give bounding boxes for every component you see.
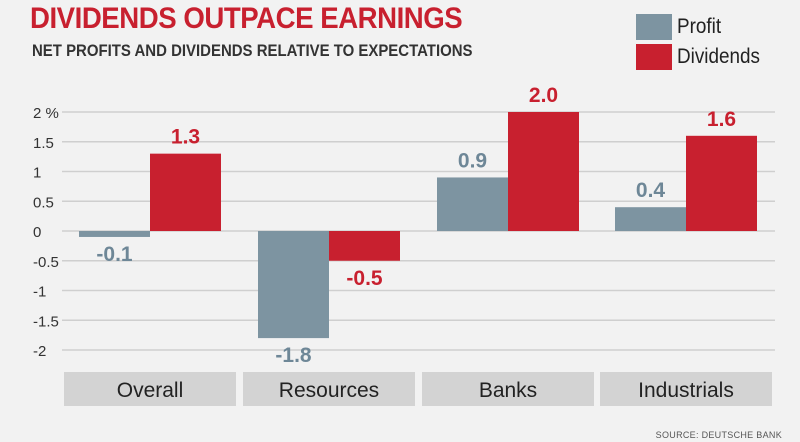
legend-item-profit: Profit — [636, 14, 769, 40]
x-category-label: Resources — [279, 379, 379, 402]
bar-profit — [258, 231, 329, 339]
y-tick-label: -2 — [33, 343, 46, 360]
y-tick-label: 2 % — [33, 105, 59, 122]
legend-label-dividends: Dividends — [677, 45, 760, 68]
category-band — [64, 372, 236, 406]
bar-profit — [615, 207, 686, 231]
y-tick-label: -1 — [33, 284, 46, 301]
data-label-dividends: 2.0 — [529, 84, 558, 107]
legend-swatch-dividends — [636, 44, 672, 70]
x-category-label: Banks — [479, 379, 537, 402]
y-tick-label: 1 — [33, 165, 41, 182]
legend-label-profit: Profit — [677, 15, 722, 38]
bar-dividends — [686, 135, 757, 231]
x-category-label: Overall — [117, 379, 184, 402]
data-label-profit: 0.4 — [636, 179, 666, 202]
category-band — [243, 372, 415, 406]
data-label-profit: 0.9 — [458, 149, 487, 172]
data-label-dividends: 1.3 — [171, 126, 200, 149]
bar-dividends — [508, 112, 579, 231]
y-tick-label: 0.5 — [33, 194, 54, 211]
data-label-profit: -1.8 — [275, 344, 312, 367]
data-label-profit: -0.1 — [96, 243, 133, 266]
data-label-dividends: 1.6 — [707, 108, 736, 131]
category-band — [600, 372, 772, 406]
chart-subtitle: NET PROFITS AND DIVIDENDS RELATIVE TO EX… — [32, 41, 473, 60]
category-band — [422, 372, 594, 406]
data-label-dividends: -0.5 — [346, 267, 383, 290]
bar-profit — [79, 231, 150, 237]
legend: Profit Dividends — [636, 14, 769, 74]
chart-title: DIVIDENDS OUTPACE EARNINGS — [30, 2, 463, 35]
bar-dividends — [329, 231, 400, 261]
y-tick-label: -0.5 — [33, 254, 59, 271]
source-note: SOURCE: DEUTSCHE BANK — [655, 430, 782, 440]
x-category-label: Industrials — [638, 379, 734, 402]
y-tick-label: 0 — [33, 224, 41, 241]
bar-dividends — [150, 153, 221, 231]
legend-item-dividends: Dividends — [636, 44, 769, 70]
bar-profit — [437, 177, 508, 231]
legend-swatch-profit — [636, 14, 672, 40]
y-tick-label: -1.5 — [33, 313, 59, 330]
y-tick-label: 1.5 — [33, 135, 54, 152]
